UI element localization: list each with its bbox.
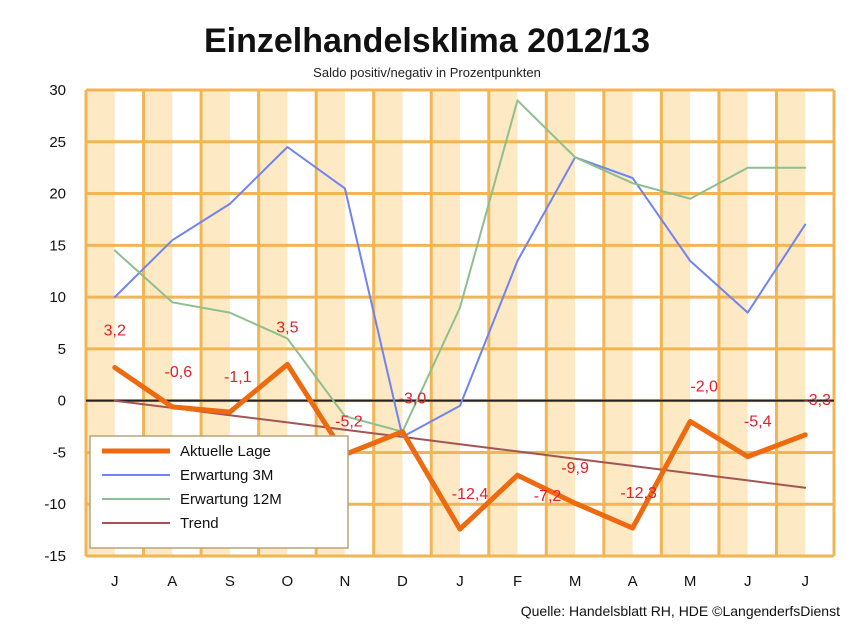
series-line-erwartung-3m [113,146,807,438]
y-tick-label: 25 [49,134,66,151]
data-label: -3,3 [803,392,831,409]
x-tick-label: J [456,573,464,590]
data-label: -1,1 [224,369,252,386]
background-band [431,90,460,556]
y-tick-label: 30 [49,82,66,99]
x-tick-label: M [684,573,697,590]
data-label: -5,4 [744,414,772,431]
data-label: 3,5 [276,319,298,336]
legend-box [89,435,349,549]
background-band [718,90,748,556]
x-tick-label: S [225,573,235,590]
background-band [373,90,403,556]
y-tick-label: 15 [49,237,66,254]
x-tick-label: F [513,573,522,590]
source-note: Quelle: Handelsblatt RH, HDE ©Langenderf… [521,603,840,619]
data-label: -12,4 [452,486,489,503]
y-tick-label: 20 [49,186,66,203]
x-tick-label: A [628,573,638,590]
x-tick-label: M [569,573,582,590]
chart-title: Einzelhandelsklima 2012/13 [204,22,650,60]
legend-label: Erwartung 12M [180,491,282,508]
legend: Aktuelle Lage Erwartung 3M Erwartung 12M Tr… [89,435,349,549]
data-label: -7,2 [534,488,562,505]
data-label: 3,2 [104,323,126,340]
background-band [661,90,691,556]
legend-label: Aktuelle Lage [180,443,271,460]
y-tick-label: -5 [53,444,66,461]
background-band [603,90,633,556]
data-label: -3,0 [399,391,427,408]
chart-subtitle: Saldo positiv/negativ in Prozentpunkten [313,65,541,80]
series-line-aktuelle-lage [112,361,808,532]
x-tick-label: D [397,573,408,590]
x-tick-label: J [801,573,809,590]
y-tick-label: 5 [58,341,66,358]
data-label: -12,3 [620,485,657,502]
series-line-erwartung-12m [113,99,807,433]
x-tick-label: N [340,573,351,590]
data-label: -9,9 [561,460,589,477]
x-tick-label: J [111,573,119,590]
y-tick-label: -15 [44,548,66,565]
data-label: -5,2 [335,414,363,431]
y-tick-label: -10 [44,496,66,513]
series-line-trend [113,399,807,489]
data-label: -0,6 [165,364,193,381]
y-tick-label: 0 [58,393,66,410]
x-tick-label: O [282,573,294,590]
legend-label: Erwartung 3M [180,467,273,484]
x-tick-label: A [167,573,177,590]
data-label: -2,0 [690,378,718,395]
x-tick-label: J [744,573,752,590]
legend-label: Trend [180,515,219,532]
y-tick-label: 10 [49,289,66,306]
background-band [546,90,576,556]
